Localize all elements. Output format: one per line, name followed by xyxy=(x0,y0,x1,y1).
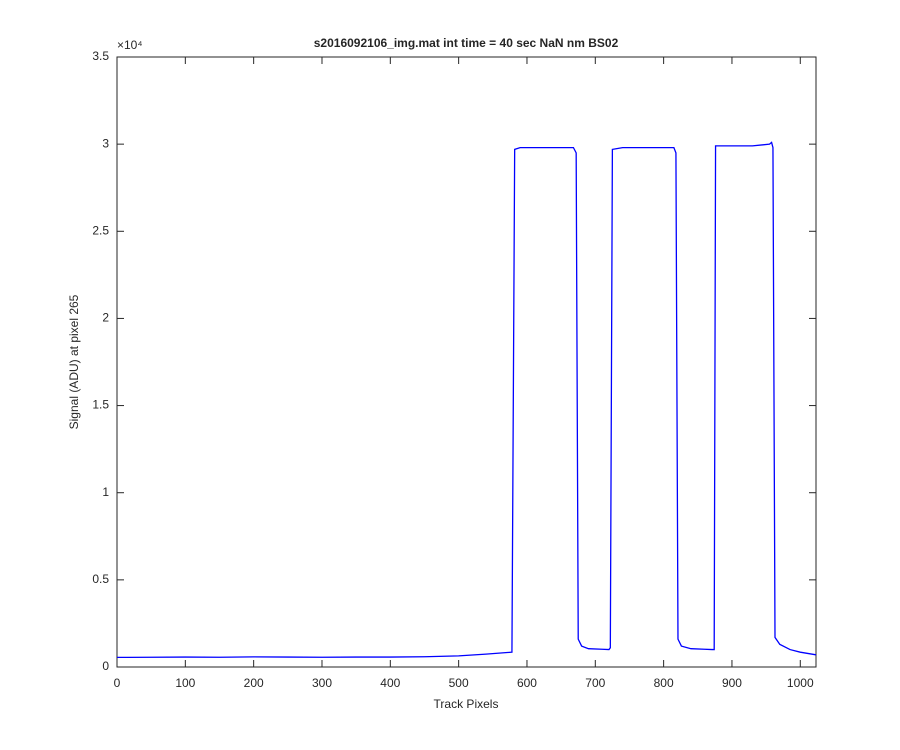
plot-box xyxy=(116,56,817,668)
y-tick-label: 3 xyxy=(102,136,109,150)
data-line xyxy=(116,141,817,659)
y-tick-label: 0.5 xyxy=(92,572,109,586)
y-tick-label: 1.5 xyxy=(92,398,109,412)
y-tick-label: 2.5 xyxy=(92,223,109,237)
x-axis-label: Track Pixels xyxy=(434,697,499,711)
x-tick-label: 300 xyxy=(312,676,332,690)
chart-title: s2016092106_img.mat int time = 40 sec Na… xyxy=(314,36,619,50)
y-tick-label: 1 xyxy=(102,485,109,499)
x-tick-label: 400 xyxy=(380,676,400,690)
y-tick-label: 2 xyxy=(102,311,109,325)
x-tick-label: 0 xyxy=(114,676,121,690)
x-tick-label: 200 xyxy=(244,676,264,690)
x-tick-label: 1000 xyxy=(787,676,814,690)
x-tick-label: 500 xyxy=(449,676,469,690)
x-tick-label: 100 xyxy=(175,676,195,690)
x-tick-label: 700 xyxy=(585,676,605,690)
x-tick-label: 800 xyxy=(654,676,674,690)
y-scale-label: ×10⁴ xyxy=(117,38,143,52)
x-tick-label: 900 xyxy=(722,676,742,690)
y-tick-label: 0 xyxy=(102,659,109,673)
x-tick-label: 600 xyxy=(517,676,537,690)
y-axis-label: Signal (ADU) at pixel 265 xyxy=(67,294,81,429)
y-tick-label: 3.5 xyxy=(92,49,109,63)
